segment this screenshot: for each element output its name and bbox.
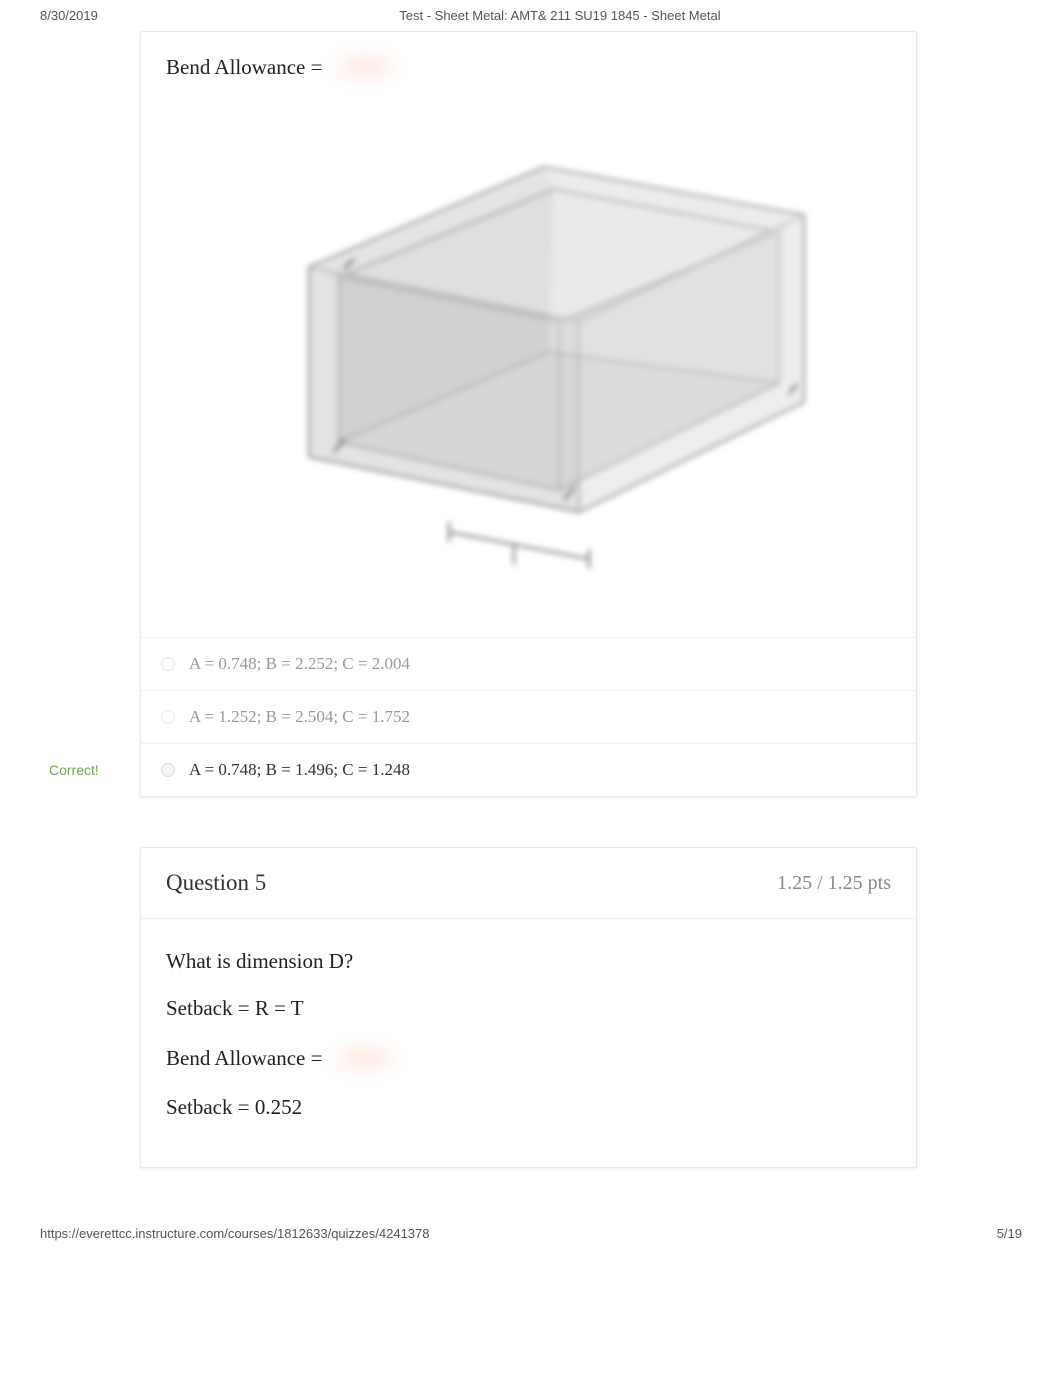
page-header: 8/30/2019 Test - Sheet Metal: AMT& 211 S…: [0, 0, 1062, 31]
footer-url: https://everettcc.instructure.com/course…: [40, 1226, 430, 1241]
header-date: 8/30/2019: [40, 8, 98, 23]
bend-allowance-label: Bend Allowance =: [166, 1046, 322, 1071]
bend-allowance-label: Bend Allowance =: [166, 55, 322, 80]
redacted-value: [330, 52, 400, 82]
radio-icon: [161, 657, 175, 671]
q5-setback-eq: Setback = R = T: [166, 996, 891, 1021]
answer-text: A = 0.748; B = 2.252; C = 2.004: [189, 654, 410, 674]
radio-icon: [161, 763, 175, 777]
question-4-card: Bend Allowance =: [140, 31, 917, 797]
answer-option-1[interactable]: A = 0.748; B = 2.252; C = 2.004: [141, 637, 916, 690]
radio-icon: [161, 710, 175, 724]
diagram-container: [166, 97, 891, 607]
redacted-value: [330, 1043, 400, 1073]
question-5-card: Question 5 1.25 / 1.25 pts What is dimen…: [140, 847, 917, 1168]
q5-bend-allowance: Bend Allowance =: [166, 1043, 891, 1073]
answer-text: A = 1.252; B = 2.504; C = 1.752: [189, 707, 410, 727]
q5-prompt: What is dimension D?: [166, 949, 891, 974]
correct-label: Correct!: [49, 762, 99, 778]
answer-text: A = 0.748; B = 1.496; C = 1.248: [189, 760, 410, 780]
page-footer: https://everettcc.instructure.com/course…: [0, 1218, 1062, 1249]
bend-allowance-line: Bend Allowance =: [166, 52, 891, 82]
footer-page: 5/19: [997, 1226, 1022, 1241]
question-5-points: 1.25 / 1.25 pts: [777, 872, 891, 895]
q5-setback-val: Setback = 0.252: [166, 1095, 891, 1120]
content-area: Bend Allowance =: [0, 31, 1062, 1168]
header-title: Test - Sheet Metal: AMT& 211 SU19 1845 -…: [399, 8, 720, 23]
question-4-body: Bend Allowance =: [141, 32, 916, 627]
answer-option-3[interactable]: Correct! A = 0.748; B = 1.496; C = 1.248: [141, 743, 916, 796]
answer-option-2[interactable]: A = 1.252; B = 2.504; C = 1.752: [141, 690, 916, 743]
question-5-body: What is dimension D? Setback = R = T Ben…: [141, 919, 916, 1167]
question-5-title: Question 5: [166, 870, 266, 896]
answers-block: A = 0.748; B = 2.252; C = 2.004 A = 1.25…: [141, 637, 916, 796]
box-diagram: [249, 117, 809, 577]
question-5-header: Question 5 1.25 / 1.25 pts: [141, 848, 916, 919]
